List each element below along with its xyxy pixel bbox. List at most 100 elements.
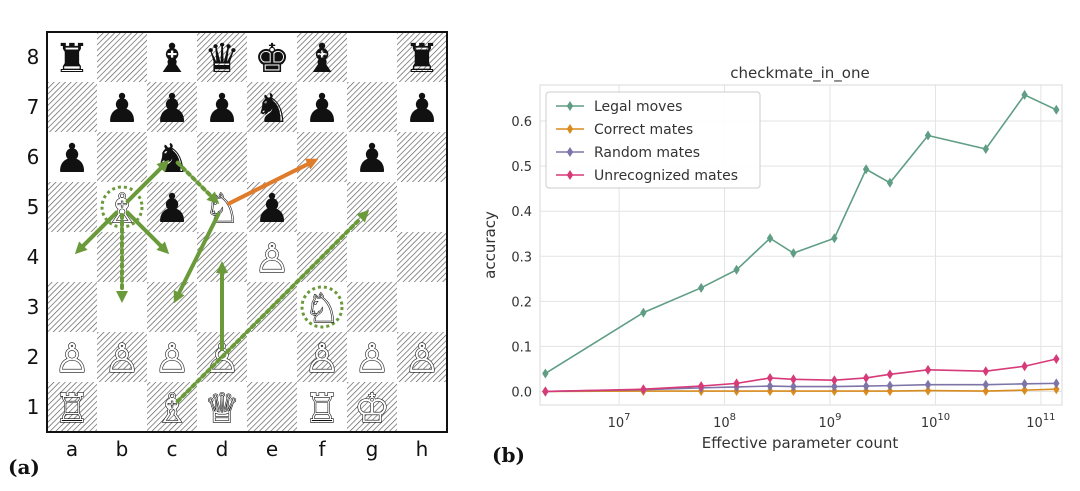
data-point bbox=[790, 248, 797, 259]
highlight-f3 bbox=[300, 285, 344, 329]
square-h6 bbox=[397, 132, 447, 182]
square-e7 bbox=[247, 82, 297, 132]
piece-d7: ♟ bbox=[204, 86, 240, 132]
data-point bbox=[766, 381, 774, 392]
chart-panel: 0.00.10.20.30.40.50.6 107 108 109 1010 1011 … bbox=[481, 64, 1063, 467]
legend-item: Random mates bbox=[556, 145, 700, 161]
arrow-d5-c3 bbox=[173, 212, 221, 304]
file-label-h: h bbox=[416, 437, 429, 461]
file-label-e: e bbox=[266, 437, 278, 461]
piece-a6: ♟ bbox=[54, 136, 90, 182]
square-a3 bbox=[47, 282, 97, 332]
rank-label-1: 1 bbox=[27, 395, 40, 419]
data-point bbox=[766, 372, 774, 383]
piece-d8: ♛ bbox=[204, 36, 240, 82]
square-e8 bbox=[247, 32, 297, 82]
data-point bbox=[982, 366, 989, 377]
data-point bbox=[1053, 378, 1060, 389]
square-c8 bbox=[147, 32, 197, 82]
rank-labels: 8 7 6 5 4 3 2 1 bbox=[27, 45, 40, 419]
data-point bbox=[1021, 385, 1028, 396]
piece-d1: ♕ bbox=[204, 386, 240, 432]
y-tick-0.2: 0.2 bbox=[511, 295, 532, 310]
data-point bbox=[862, 381, 870, 392]
y-tick-0.4: 0.4 bbox=[511, 205, 532, 220]
square-b8 bbox=[97, 32, 147, 82]
data-point bbox=[831, 375, 838, 386]
data-point bbox=[982, 379, 989, 390]
x-tick-8: 108 bbox=[713, 412, 736, 431]
square-b7 bbox=[97, 82, 147, 132]
piece-c5: ♟ bbox=[154, 186, 190, 232]
piece-e4: ♙ bbox=[254, 236, 290, 282]
arrow-b5-c4 bbox=[125, 210, 170, 255]
rank-label-6: 6 bbox=[27, 145, 40, 169]
square-b1 bbox=[97, 382, 147, 432]
legend-item: Legal moves bbox=[556, 99, 682, 115]
square-a8 bbox=[47, 32, 97, 82]
square-e2 bbox=[247, 332, 297, 382]
series-lines bbox=[542, 89, 1060, 397]
file-label-f: f bbox=[318, 437, 326, 461]
square-g1 bbox=[347, 382, 397, 432]
data-point bbox=[924, 379, 932, 390]
board-border bbox=[46, 31, 448, 433]
square-f8 bbox=[297, 32, 347, 82]
square-a2 bbox=[47, 332, 97, 382]
piece-f1: ♖ bbox=[304, 386, 340, 432]
data-point bbox=[640, 384, 647, 395]
file-labels: a b c d e f g h bbox=[66, 437, 428, 461]
piece-a2: ♙ bbox=[54, 336, 90, 382]
x-tick-9: 109 bbox=[819, 412, 842, 431]
piece-a8: ♜ bbox=[54, 36, 90, 82]
data-point bbox=[886, 380, 894, 391]
data-point bbox=[886, 369, 894, 380]
data-point bbox=[924, 385, 932, 396]
square-g7 bbox=[347, 82, 397, 132]
grid-lines bbox=[540, 85, 1062, 405]
panel-label-a: (a) bbox=[8, 455, 40, 479]
data-point bbox=[697, 381, 705, 392]
rank-label-7: 7 bbox=[27, 95, 40, 119]
legend-label: Random mates bbox=[594, 145, 700, 161]
square-f6 bbox=[297, 132, 347, 182]
arrow-b5-b3 bbox=[116, 213, 128, 303]
piece-h8: ♜ bbox=[404, 36, 440, 82]
data-point bbox=[982, 144, 989, 154]
piece-f3: ♘ bbox=[304, 286, 340, 332]
data-point bbox=[1053, 104, 1060, 115]
piece-b7: ♟ bbox=[104, 86, 140, 132]
arrow-c6-d5 bbox=[175, 160, 220, 205]
data-point bbox=[790, 381, 797, 392]
legend-box bbox=[545, 91, 761, 189]
rank-label-4: 4 bbox=[27, 245, 40, 269]
y-tick-0.3: 0.3 bbox=[511, 250, 532, 265]
data-point bbox=[697, 282, 705, 293]
arrow-b5-c6 bbox=[125, 159, 170, 204]
legend-item: Unrecognized mates bbox=[556, 168, 738, 184]
piece-g6: ♟ bbox=[354, 136, 390, 182]
series-unrecognized-mates bbox=[542, 354, 1060, 397]
board-pieces: ♜ ♝ ♛ ♚ ♝ ♜♟ ♟ ♟ ♞ ♟ ♟♟ ♞ ♟♟ ♟♗ ♘♙♘♙ ♙ ♙ ♙ ♙ ♙ ♙♖ ♗ ♕ ♖ ♔ bbox=[53, 36, 440, 433]
data-point bbox=[790, 374, 797, 385]
x-tick-11: 1011 bbox=[1026, 412, 1055, 431]
data-point bbox=[1053, 354, 1060, 365]
data-point bbox=[542, 386, 549, 397]
square-f1 bbox=[297, 382, 347, 432]
square-d8 bbox=[197, 32, 247, 82]
piece-g2: ♙ bbox=[354, 336, 390, 382]
piece-f8: ♝ bbox=[304, 36, 340, 82]
move-arrows bbox=[74, 158, 370, 404]
chess-board-panel: ♜ ♝ ♛ ♚ ♝ ♜♟ ♟ ♟ ♞ ♟ ♟♟ ♞ ♟♟ ♟♗ ♘♙♘♙ ♙ ♙ ♙ ♙ ♙ ♙♖ ♗ ♕ ♖ ♔ 876543… bbox=[8, 31, 448, 479]
piece-h7: ♟ bbox=[404, 86, 440, 132]
square-e1 bbox=[247, 382, 297, 432]
square-f5 bbox=[297, 182, 347, 232]
square-h1 bbox=[397, 382, 447, 432]
data-point bbox=[886, 177, 894, 188]
file-label-a: a bbox=[66, 437, 78, 461]
y-tick-labels: 0.0 0.1 0.2 0.3 0.4 0.5 0.6 bbox=[511, 115, 532, 400]
piece-e7: ♞ bbox=[254, 86, 290, 132]
file-label-d: d bbox=[216, 437, 229, 461]
square-b3 bbox=[97, 282, 147, 332]
